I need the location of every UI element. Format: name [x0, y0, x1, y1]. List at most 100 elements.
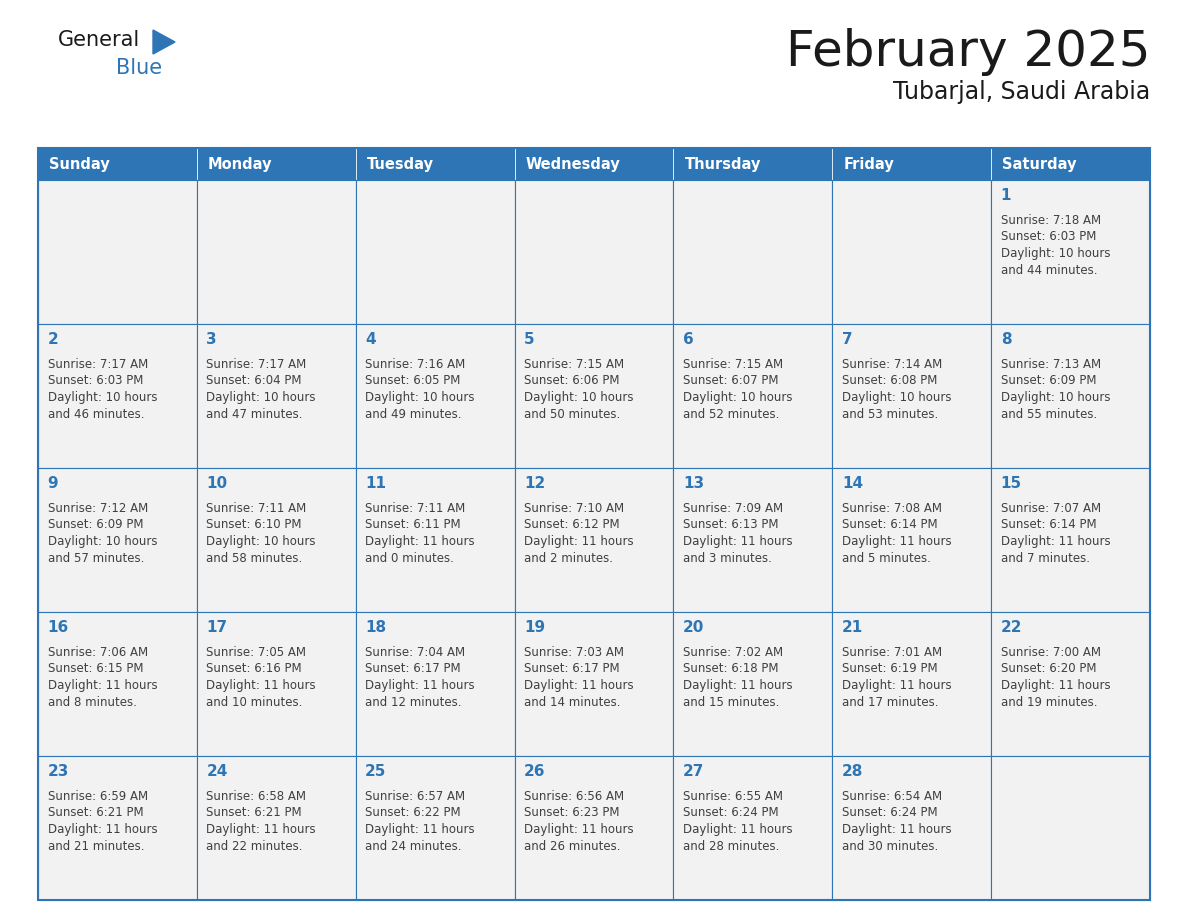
Bar: [991, 148, 1150, 180]
Bar: [514, 756, 674, 900]
Bar: [197, 756, 355, 900]
Text: and 44 minutes.: and 44 minutes.: [1000, 263, 1098, 276]
Text: 23: 23: [48, 764, 69, 779]
Text: 6: 6: [683, 332, 694, 347]
Bar: [38, 148, 197, 180]
Text: Sunset: 6:13 PM: Sunset: 6:13 PM: [683, 519, 778, 532]
Text: Daylight: 11 hours: Daylight: 11 hours: [524, 679, 633, 692]
Bar: [833, 324, 991, 468]
Bar: [197, 324, 355, 468]
Text: 9: 9: [48, 476, 58, 491]
Bar: [355, 324, 514, 468]
Text: Sunrise: 7:11 AM: Sunrise: 7:11 AM: [207, 502, 307, 515]
Text: and 55 minutes.: and 55 minutes.: [1000, 408, 1097, 420]
Text: and 14 minutes.: and 14 minutes.: [524, 696, 620, 709]
Text: and 52 minutes.: and 52 minutes.: [683, 408, 779, 420]
Text: and 26 minutes.: and 26 minutes.: [524, 839, 620, 853]
Text: Sunset: 6:14 PM: Sunset: 6:14 PM: [842, 519, 937, 532]
Text: 27: 27: [683, 764, 704, 779]
Text: Sunset: 6:12 PM: Sunset: 6:12 PM: [524, 519, 620, 532]
Text: Sunset: 6:16 PM: Sunset: 6:16 PM: [207, 663, 302, 676]
Text: Sunrise: 7:12 AM: Sunrise: 7:12 AM: [48, 502, 147, 515]
Text: and 58 minutes.: and 58 minutes.: [207, 552, 303, 565]
Text: 2: 2: [48, 332, 58, 347]
Text: 3: 3: [207, 332, 217, 347]
Text: and 30 minutes.: and 30 minutes.: [842, 839, 939, 853]
Text: 1: 1: [1000, 188, 1011, 203]
Text: Sunset: 6:21 PM: Sunset: 6:21 PM: [48, 807, 144, 820]
Text: Sunset: 6:21 PM: Sunset: 6:21 PM: [207, 807, 302, 820]
Text: February 2025: February 2025: [785, 28, 1150, 76]
Text: Sunset: 6:22 PM: Sunset: 6:22 PM: [365, 807, 461, 820]
Bar: [991, 468, 1150, 612]
Text: and 5 minutes.: and 5 minutes.: [842, 552, 930, 565]
Text: Sunset: 6:04 PM: Sunset: 6:04 PM: [207, 375, 302, 387]
Text: Sunrise: 7:09 AM: Sunrise: 7:09 AM: [683, 502, 783, 515]
Text: and 22 minutes.: and 22 minutes.: [207, 839, 303, 853]
Bar: [674, 148, 833, 180]
Text: Daylight: 11 hours: Daylight: 11 hours: [683, 823, 792, 836]
Bar: [197, 612, 355, 756]
Text: Daylight: 11 hours: Daylight: 11 hours: [207, 823, 316, 836]
Text: Daylight: 11 hours: Daylight: 11 hours: [48, 679, 157, 692]
Bar: [38, 148, 1150, 900]
Text: Sunset: 6:10 PM: Sunset: 6:10 PM: [207, 519, 302, 532]
Text: Daylight: 11 hours: Daylight: 11 hours: [1000, 535, 1111, 548]
Bar: [197, 180, 355, 324]
Text: Sunset: 6:17 PM: Sunset: 6:17 PM: [524, 663, 620, 676]
Bar: [833, 180, 991, 324]
Bar: [355, 468, 514, 612]
Text: Daylight: 11 hours: Daylight: 11 hours: [683, 679, 792, 692]
Text: Sunset: 6:20 PM: Sunset: 6:20 PM: [1000, 663, 1097, 676]
Text: Daylight: 11 hours: Daylight: 11 hours: [207, 679, 316, 692]
Text: Thursday: Thursday: [684, 156, 762, 172]
Text: 8: 8: [1000, 332, 1011, 347]
Text: and 46 minutes.: and 46 minutes.: [48, 408, 144, 420]
Text: Sunset: 6:08 PM: Sunset: 6:08 PM: [842, 375, 937, 387]
Bar: [991, 180, 1150, 324]
Text: and 8 minutes.: and 8 minutes.: [48, 696, 137, 709]
Text: Sunrise: 7:15 AM: Sunrise: 7:15 AM: [683, 358, 783, 371]
Text: Sunset: 6:09 PM: Sunset: 6:09 PM: [48, 519, 143, 532]
Text: and 15 minutes.: and 15 minutes.: [683, 696, 779, 709]
Text: Sunrise: 6:55 AM: Sunrise: 6:55 AM: [683, 790, 783, 803]
Text: Sunset: 6:18 PM: Sunset: 6:18 PM: [683, 663, 778, 676]
Text: Sunrise: 7:17 AM: Sunrise: 7:17 AM: [207, 358, 307, 371]
Text: and 2 minutes.: and 2 minutes.: [524, 552, 613, 565]
Text: 18: 18: [365, 620, 386, 635]
Text: Sunrise: 6:57 AM: Sunrise: 6:57 AM: [365, 790, 466, 803]
Text: Sunset: 6:24 PM: Sunset: 6:24 PM: [842, 807, 937, 820]
Text: and 50 minutes.: and 50 minutes.: [524, 408, 620, 420]
Text: Saturday: Saturday: [1003, 156, 1076, 172]
Bar: [674, 324, 833, 468]
Text: 28: 28: [842, 764, 864, 779]
Text: and 53 minutes.: and 53 minutes.: [842, 408, 939, 420]
Text: Sunrise: 7:03 AM: Sunrise: 7:03 AM: [524, 646, 624, 659]
Bar: [991, 756, 1150, 900]
Text: Sunrise: 7:06 AM: Sunrise: 7:06 AM: [48, 646, 147, 659]
Text: Sunrise: 6:54 AM: Sunrise: 6:54 AM: [842, 790, 942, 803]
Bar: [833, 612, 991, 756]
Bar: [355, 612, 514, 756]
Text: Daylight: 11 hours: Daylight: 11 hours: [365, 823, 475, 836]
Text: and 21 minutes.: and 21 minutes.: [48, 839, 144, 853]
Bar: [674, 180, 833, 324]
Text: Sunrise: 7:02 AM: Sunrise: 7:02 AM: [683, 646, 783, 659]
Text: Daylight: 11 hours: Daylight: 11 hours: [842, 679, 952, 692]
Bar: [197, 148, 355, 180]
Text: Daylight: 10 hours: Daylight: 10 hours: [842, 391, 952, 404]
Text: Sunday: Sunday: [49, 156, 109, 172]
Text: 7: 7: [842, 332, 853, 347]
Text: Daylight: 11 hours: Daylight: 11 hours: [48, 823, 157, 836]
Text: Sunset: 6:19 PM: Sunset: 6:19 PM: [842, 663, 937, 676]
Text: Sunrise: 7:17 AM: Sunrise: 7:17 AM: [48, 358, 147, 371]
Bar: [514, 148, 674, 180]
Text: Sunset: 6:07 PM: Sunset: 6:07 PM: [683, 375, 778, 387]
Text: Sunrise: 7:16 AM: Sunrise: 7:16 AM: [365, 358, 466, 371]
Text: Sunset: 6:14 PM: Sunset: 6:14 PM: [1000, 519, 1097, 532]
Bar: [514, 180, 674, 324]
Text: Sunset: 6:06 PM: Sunset: 6:06 PM: [524, 375, 620, 387]
Text: Daylight: 10 hours: Daylight: 10 hours: [207, 391, 316, 404]
Text: 26: 26: [524, 764, 545, 779]
Bar: [355, 756, 514, 900]
